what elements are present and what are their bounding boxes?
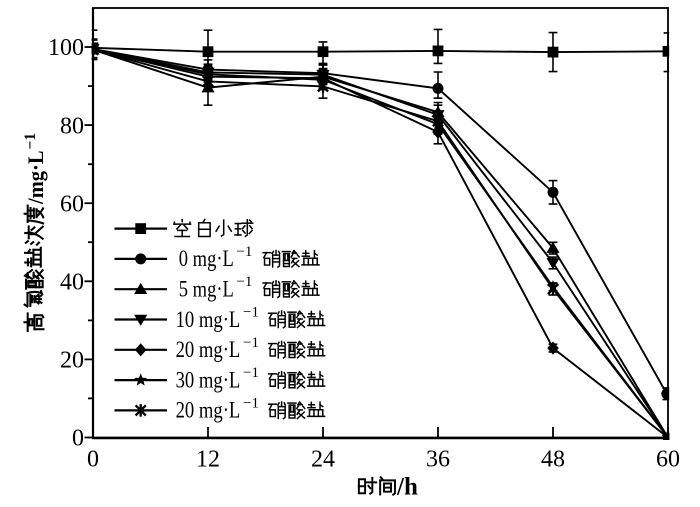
svg-text:−1: −1: [236, 274, 252, 290]
svg-text:100: 100: [48, 35, 84, 61]
svg-text:0: 0: [87, 447, 99, 473]
svg-text:30 mg·L: 30 mg·L: [176, 367, 241, 392]
svg-text:−1: −1: [243, 395, 259, 411]
svg-text:5 mg·L: 5 mg·L: [179, 277, 234, 302]
svg-text:40: 40: [60, 270, 84, 296]
svg-text:60: 60: [60, 191, 84, 217]
svg-text:0 mg·L: 0 mg·L: [179, 246, 234, 271]
svg-text:−1: −1: [243, 335, 259, 351]
svg-text:24: 24: [311, 447, 335, 473]
svg-text:80: 80: [60, 113, 84, 139]
svg-text:−1: −1: [243, 305, 259, 321]
svg-text:0: 0: [72, 426, 84, 452]
svg-text:48: 48: [541, 447, 565, 473]
svg-text:20 mg·L: 20 mg·L: [176, 398, 241, 423]
svg-text:20: 20: [60, 348, 84, 374]
svg-text:10 mg·L: 10 mg·L: [176, 307, 241, 332]
svg-text:60: 60: [656, 447, 680, 473]
svg-text:/h: /h: [396, 474, 418, 501]
svg-text:36: 36: [426, 447, 450, 473]
svg-text:12: 12: [196, 447, 220, 473]
svg-text:/mg·L: /mg·L: [23, 151, 48, 205]
svg-text:−1: −1: [236, 244, 252, 260]
svg-text:−1: −1: [243, 365, 259, 381]
svg-text:20 mg·L: 20 mg·L: [176, 337, 241, 362]
svg-text:−1: −1: [22, 133, 39, 150]
